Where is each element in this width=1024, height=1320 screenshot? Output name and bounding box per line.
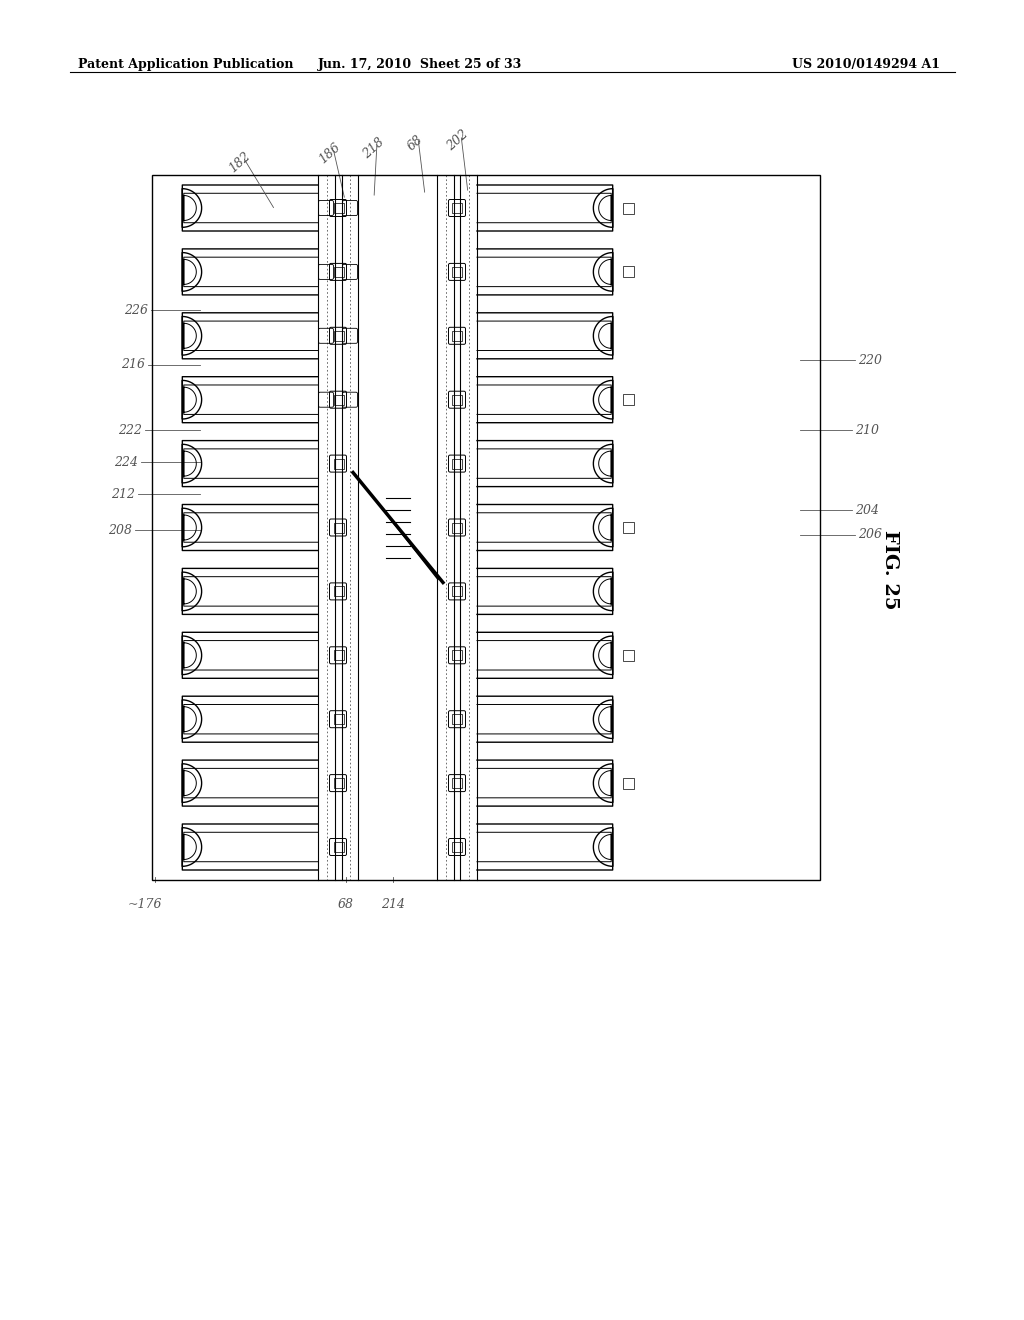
Bar [623,521,634,533]
Bar [623,395,634,405]
Bar [334,523,343,532]
Bar [334,714,343,725]
Text: US 2010/0149294 A1: US 2010/0149294 A1 [792,58,940,71]
Text: Jun. 17, 2010  Sheet 25 of 33: Jun. 17, 2010 Sheet 25 of 33 [317,58,522,71]
Text: 218: 218 [360,135,387,161]
Text: 210: 210 [855,424,879,437]
Bar [334,777,343,788]
Text: 202: 202 [444,127,471,153]
Text: Patent Application Publication: Patent Application Publication [78,58,294,71]
Text: 212: 212 [111,487,135,500]
Text: 68: 68 [404,133,425,153]
Bar [452,458,462,469]
Bar [623,777,634,788]
Bar [452,586,462,597]
Bar [452,267,462,277]
Bar [334,203,343,213]
Bar [334,586,343,597]
Text: 222: 222 [118,424,142,437]
Text: 186: 186 [316,140,343,166]
Text: 214: 214 [381,898,406,911]
Text: 208: 208 [108,524,132,536]
Bar [452,523,462,532]
Text: 216: 216 [121,359,145,371]
Bar [152,176,820,880]
Bar [623,649,634,661]
Bar [334,267,343,277]
Bar [452,203,462,213]
Text: 224: 224 [114,455,138,469]
Text: 68: 68 [338,898,354,911]
Text: 206: 206 [858,528,882,541]
Bar [623,202,634,214]
Text: 226: 226 [124,304,148,317]
Bar [334,651,343,660]
Text: FIG. 25: FIG. 25 [881,531,899,610]
Bar [334,331,343,341]
Bar [452,395,462,405]
Bar [334,458,343,469]
Bar [334,842,343,851]
Text: 204: 204 [855,503,879,516]
Text: 182: 182 [226,149,253,174]
Bar [452,331,462,341]
Bar [452,777,462,788]
Bar [452,714,462,725]
Text: ~176: ~176 [128,898,162,911]
Bar [452,651,462,660]
Bar [334,395,343,405]
Bar [623,267,634,277]
Bar [452,842,462,851]
Text: 220: 220 [858,354,882,367]
